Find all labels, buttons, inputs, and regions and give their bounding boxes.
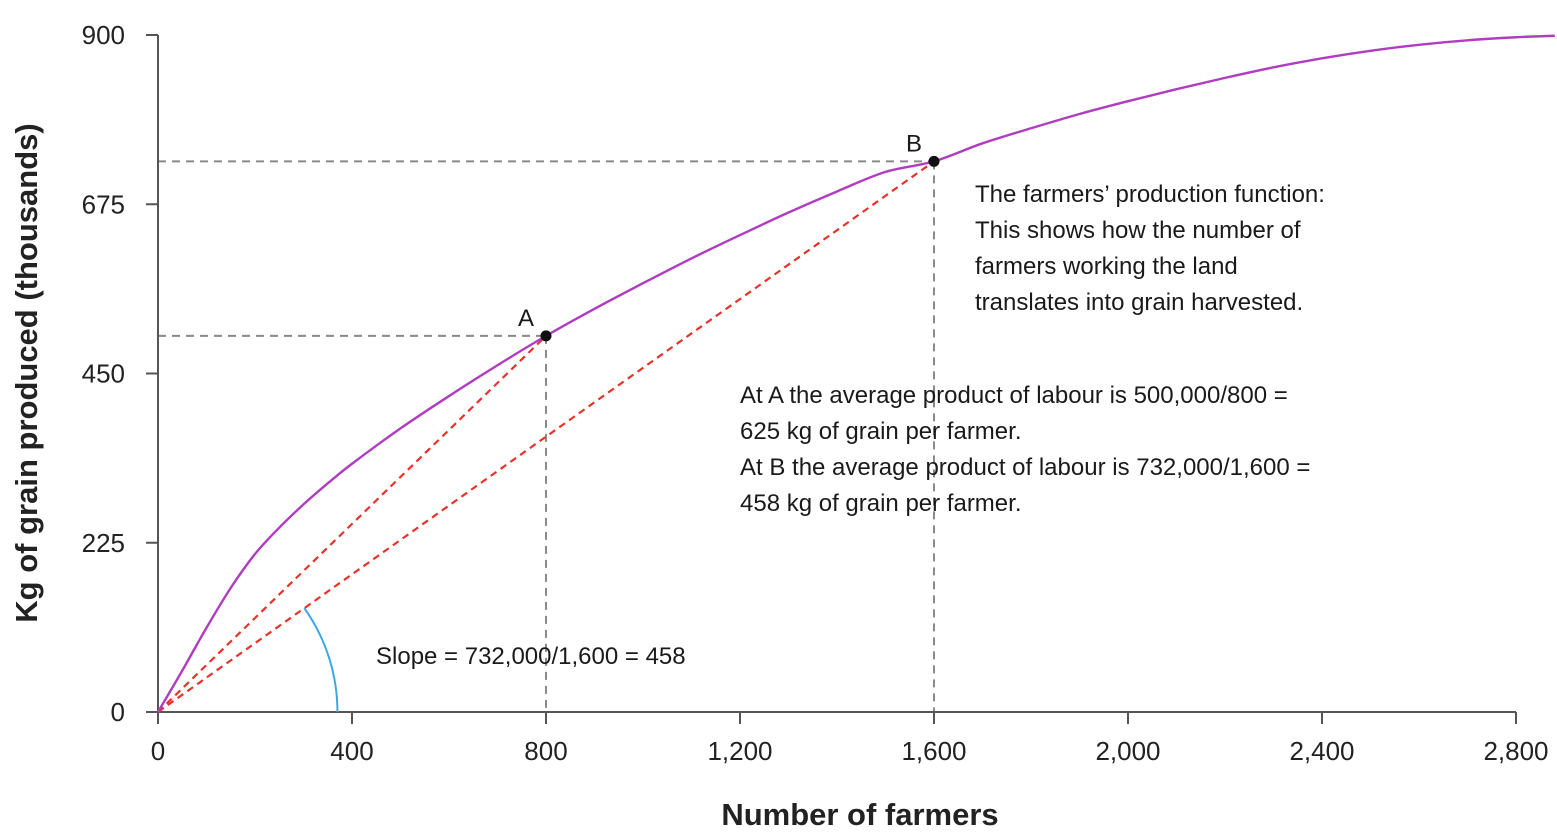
average-product-note-line: 625 kg of grain per farmer. <box>740 418 1021 445</box>
production-function-note-line: farmers working the land <box>975 253 1238 280</box>
points-group: AB <box>518 130 940 342</box>
y-tick-label: 450 <box>82 359 125 389</box>
average-product-ray-A <box>157 335 547 713</box>
point-B <box>928 155 940 167</box>
y-tick-label: 0 <box>111 697 125 727</box>
rays-group <box>157 160 935 713</box>
point-label-B: B <box>906 130 922 157</box>
x-tick-label: 2,000 <box>1095 736 1160 766</box>
annotations-group: The farmers’ production function: This sh… <box>376 181 1325 670</box>
production-function-note-line: This shows how the number of <box>975 217 1301 244</box>
point-label-A: A <box>518 305 534 332</box>
average-product-note-line: 458 kg of grain per farmer. <box>740 490 1021 517</box>
x-tick-label: 800 <box>524 736 567 766</box>
x-tick-label: 2,400 <box>1289 736 1354 766</box>
y-tick-label: 675 <box>82 189 125 219</box>
production-function-note-line: The farmers’ production function: <box>975 181 1325 208</box>
x-tick-label: 1,600 <box>901 736 966 766</box>
x-tick-label: 400 <box>330 736 373 766</box>
slope-angle-arc <box>303 607 339 713</box>
series-group <box>156 34 1555 713</box>
average-product-ray-B <box>157 160 935 713</box>
x-axis-title: Number of farmers <box>721 797 998 832</box>
x-tick-label: 2,800 <box>1483 736 1548 766</box>
slope-note-line: Slope = 732,000/1,600 = 458 <box>376 643 686 670</box>
axes-group <box>157 35 1516 713</box>
average-product-note-line: At B the average product of labour is 73… <box>740 454 1310 481</box>
ticks-group: 0 225 450 675 900 0 400 800 1,200 1,600 2,000 2,400… <box>82 20 1549 766</box>
production-function-curve <box>156 34 1555 713</box>
slope-angle-group <box>303 607 339 713</box>
guide-lines-group <box>158 160 935 712</box>
y-axis-title: Kg of grain produced (thousands) <box>9 123 44 622</box>
average-product-note-line: At A the average product of labour is 50… <box>740 382 1288 409</box>
x-tick-label: 0 <box>151 736 165 766</box>
production-function-note-line: translates into grain harvested. <box>975 289 1303 316</box>
x-tick-label: 1,200 <box>707 736 772 766</box>
y-tick-label: 900 <box>82 20 125 50</box>
y-tick-label: 225 <box>82 528 125 558</box>
point-A <box>540 330 552 342</box>
